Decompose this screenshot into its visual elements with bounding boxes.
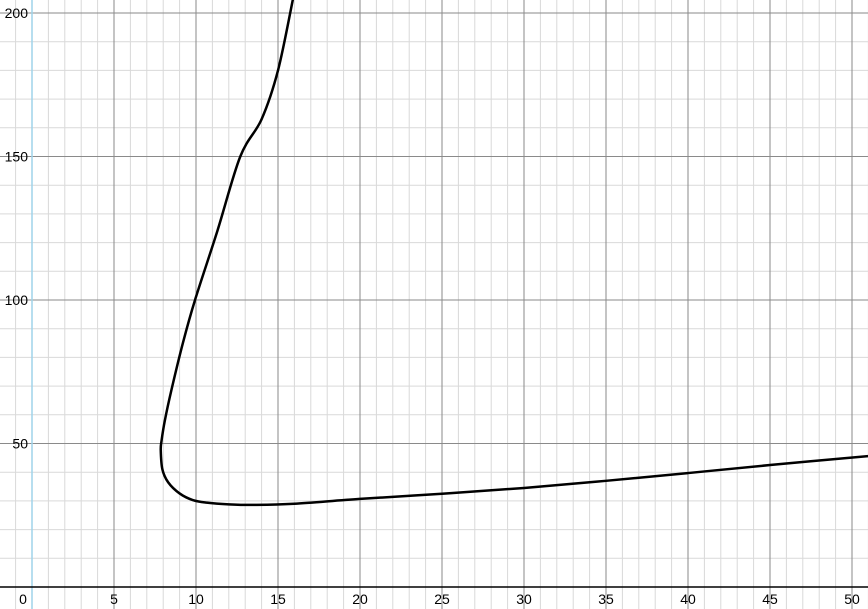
x-tick-label: 45 — [762, 591, 778, 607]
x-tick-label: 15 — [270, 591, 286, 607]
curve-series — [159, 0, 868, 507]
x-tick-label: 30 — [516, 591, 532, 607]
x-tick-labels: 0 5 10 15 20 25 30 35 40 45 50 — [19, 591, 860, 607]
x-tick-label: 20 — [352, 591, 368, 607]
x-tick-label: 10 — [188, 591, 204, 607]
x-tick-label: 50 — [844, 591, 860, 607]
x-tick-label: 5 — [110, 591, 118, 607]
x-tick-label: 40 — [680, 591, 696, 607]
x-tick-label: 25 — [434, 591, 450, 607]
y-tick-label: 50 — [12, 436, 28, 452]
y-tick-label: 150 — [5, 149, 29, 165]
y-tick-label: 200 — [5, 5, 29, 21]
x-tick-label: 0 — [19, 591, 27, 607]
y-tick-labels: 50 100 150 200 — [5, 5, 29, 452]
x-tick-label: 35 — [598, 591, 614, 607]
y-tick-label: 100 — [5, 292, 29, 308]
